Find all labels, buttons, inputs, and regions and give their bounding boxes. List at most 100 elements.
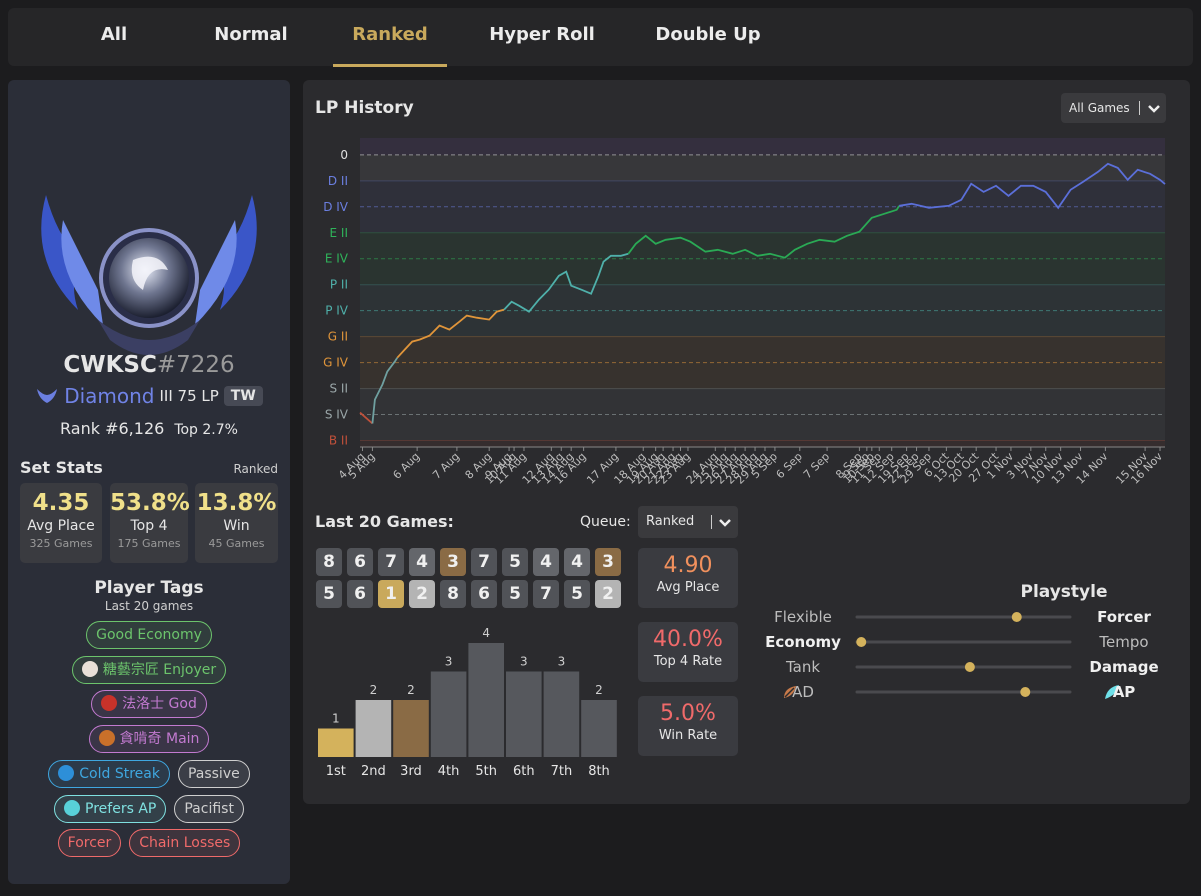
stat-box: 40.0% Top 4 Rate	[638, 622, 738, 682]
stat-value: 4.35	[32, 490, 90, 516]
placement: 4	[533, 548, 559, 576]
chart-title: LP History	[315, 98, 414, 118]
tag-icon	[58, 764, 75, 781]
tab[interactable]: Hyper Roll	[489, 24, 595, 45]
tag-text: 糖藝宗匠 Enjoyer	[102, 661, 217, 678]
chevron	[719, 519, 731, 527]
chevron	[1148, 105, 1160, 113]
placement: 3	[595, 548, 621, 576]
top-percent: Top 2.7%	[174, 422, 238, 438]
stat-label: Avg Place	[656, 580, 720, 595]
playstyle-title: Playstyle	[1020, 582, 1108, 602]
placement: 7	[471, 548, 497, 576]
player-tag: 法洛士 God	[91, 690, 207, 719]
queue-select[interactable]: Ranked	[638, 506, 738, 538]
tag-row: 貪啃奇 Main	[8, 725, 290, 754]
player-tag: 貪啃奇 Main	[88, 725, 210, 754]
stat-box: 13.8% Win 45 Games	[195, 483, 278, 563]
placement: 3	[440, 548, 466, 576]
set-stats-title: Set Stats	[20, 458, 103, 477]
placement: 2	[595, 580, 621, 608]
tab-bar	[8, 8, 1193, 66]
summoner-name: CWKSC#7226	[8, 352, 290, 378]
tag-text: Passive	[187, 765, 240, 782]
player-tags-title: Player Tags	[94, 578, 204, 598]
division: III 75 LP	[159, 387, 219, 405]
player-tag: Pacifist	[174, 794, 244, 823]
last20-title: Last 20 Games:	[315, 512, 454, 531]
tag-icon	[98, 730, 115, 747]
placement: 6	[471, 580, 497, 608]
placement: 8	[440, 580, 466, 608]
rank-emblem	[41, 195, 257, 355]
player-tag: Chain Losses	[129, 829, 241, 858]
placement: 4	[564, 548, 590, 576]
tab[interactable]: Double Up	[655, 24, 761, 45]
tag-text: Forcer	[67, 835, 112, 852]
tag-text: Chain Losses	[139, 835, 231, 852]
tag-row: Forcer Chain Losses	[8, 829, 290, 858]
player-tags-subtitle: Last 20 games	[104, 599, 194, 613]
player-tag: Forcer	[57, 829, 122, 858]
placement: 6	[347, 548, 373, 576]
name-tag: #7226	[156, 352, 235, 378]
stat-label: Win	[223, 518, 250, 534]
placement: 5	[316, 580, 342, 608]
tab[interactable]: Ranked	[352, 24, 428, 45]
stat-box: 53.8% Top 4 175 Games	[110, 483, 190, 563]
stat-value: 4.90	[663, 553, 713, 578]
tag-icon	[64, 799, 81, 816]
placement: 7	[378, 548, 404, 576]
tag-text: 貪啃奇 Main	[119, 731, 200, 748]
placement: 1	[378, 580, 404, 608]
stat-box: 5.0% Win Rate	[638, 696, 738, 756]
tier-icon	[37, 389, 58, 403]
player-tag: Passive	[177, 759, 250, 788]
games-filter[interactable]: All Games	[1061, 93, 1166, 123]
player-tag: 糖藝宗匠 Enjoyer	[71, 655, 227, 684]
tag-text: 法洛士 God	[122, 696, 197, 713]
tag-icon	[101, 695, 118, 712]
queue-text: Ranked	[646, 514, 695, 529]
stat-label: Avg Place	[27, 518, 95, 534]
queue-label: Queue:	[580, 514, 631, 530]
stat-value: 13.8%	[196, 490, 277, 516]
placement: 5	[502, 548, 528, 576]
placement: 7	[533, 580, 559, 608]
tier-row: Diamond III 75 LP TW	[8, 384, 290, 408]
ap-icon	[1105, 685, 1119, 699]
placement: 2	[409, 580, 435, 608]
ad-icon	[784, 686, 796, 698]
history-panel: LP History All Games Last 20 Games: Queu…	[303, 80, 1190, 804]
tag-row: Prefers AP Pacifist	[8, 794, 290, 823]
tag-row: 法洛士 God	[8, 690, 290, 719]
tag-row: Good Economy	[8, 621, 290, 649]
player-tag: Good Economy	[86, 621, 212, 649]
name: CWKSC	[63, 352, 157, 378]
tag-text: Good Economy	[96, 627, 202, 643]
stat-games: 45 Games	[208, 537, 265, 550]
tab[interactable]: Normal	[214, 24, 288, 45]
placement: 4	[409, 548, 435, 576]
filter-text: All Games	[1069, 101, 1130, 115]
divider	[711, 515, 712, 529]
set-stats-queue: Ranked	[233, 462, 278, 476]
stat-value: 5.0%	[660, 701, 716, 726]
tag-text: Pacifist	[184, 800, 234, 817]
placement: 5	[502, 580, 528, 608]
stat-label: Win Rate	[658, 728, 718, 743]
profile-panel: CWKSC#7226 Diamond III 75 LP TW Rank #6,…	[8, 80, 290, 884]
tier: Diamond	[64, 384, 155, 408]
stat-games: 175 Games	[117, 537, 181, 550]
stat-label: Top 4	[130, 518, 168, 534]
stat-label: Top 4 Rate	[653, 654, 723, 669]
stat-value: 40.0%	[653, 627, 723, 652]
stat-games: 325 Games	[29, 537, 93, 550]
active-underline	[333, 64, 447, 67]
placement: 6	[347, 580, 373, 608]
tab[interactable]: All	[100, 24, 128, 45]
stat-box: 4.35 Avg Place 325 Games	[20, 483, 102, 563]
placement: 8	[316, 548, 342, 576]
tag-text: Prefers AP	[85, 800, 157, 817]
